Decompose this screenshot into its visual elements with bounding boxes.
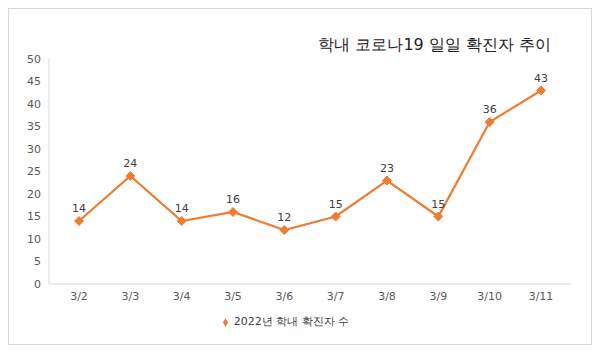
svg-text:15: 15 [431,198,445,211]
svg-text:50: 50 [27,53,41,66]
svg-text:25: 25 [27,165,41,178]
svg-text:10: 10 [27,233,41,246]
svg-text:30: 30 [27,143,41,156]
svg-text:3/2: 3/2 [70,290,88,303]
svg-text:15: 15 [329,198,343,211]
svg-text:20: 20 [27,188,41,201]
svg-text:0: 0 [34,278,41,291]
svg-text:24: 24 [123,157,137,170]
svg-text:3/7: 3/7 [327,290,345,303]
svg-text:3/8: 3/8 [378,290,396,303]
svg-text:3/11: 3/11 [529,290,554,303]
svg-text:36: 36 [483,103,497,116]
svg-text:14: 14 [175,202,189,215]
svg-text:35: 35 [27,120,41,133]
svg-text:3/10: 3/10 [477,290,502,303]
svg-text:16: 16 [226,193,240,206]
svg-text:45: 45 [27,75,41,88]
svg-text:3/5: 3/5 [224,290,242,303]
svg-text:14: 14 [72,202,86,215]
svg-text:23: 23 [380,162,394,175]
svg-text:15: 15 [27,210,41,223]
svg-text:3/4: 3/4 [173,290,191,303]
html-text:2022년 학내 확진자 수: 2022년 학내 확진자 수 [233,315,350,328]
svg-text:3/9: 3/9 [429,290,447,303]
html-text:학내 코로나19 일일 확진자 추이: 학내 코로나19 일일 확진자 추이 [318,35,551,54]
svg-text:5: 5 [34,255,41,268]
svg-text:3/6: 3/6 [275,290,293,303]
svg-text:3/3: 3/3 [121,290,139,303]
svg-text:40: 40 [27,98,41,111]
svg-text:43: 43 [534,72,548,85]
svg-text:12: 12 [277,211,291,224]
